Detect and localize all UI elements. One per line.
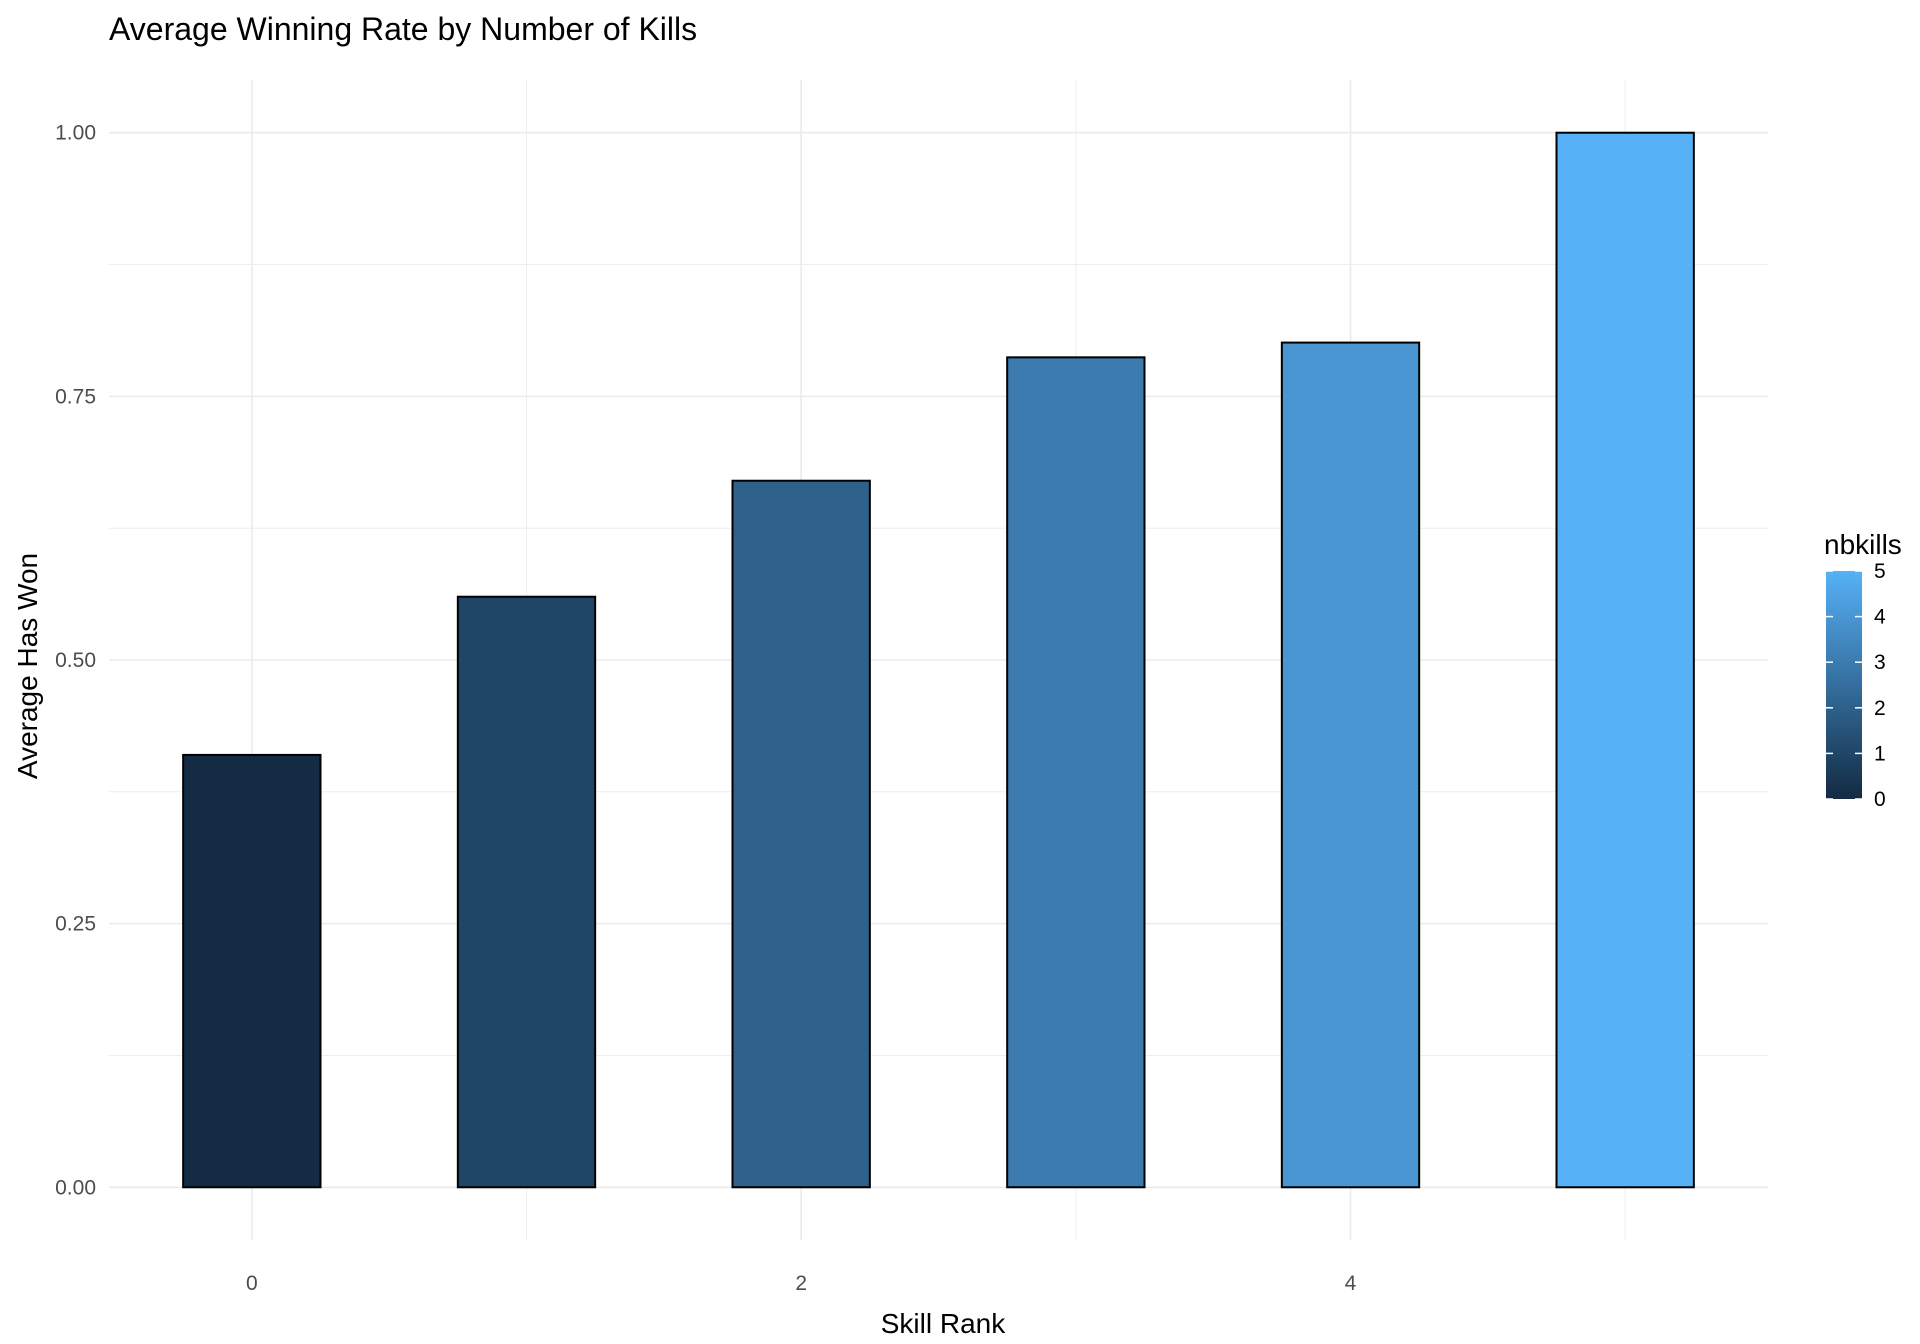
bar — [1006, 356, 1146, 1189]
y-axis-title: Average Has Won — [12, 553, 43, 779]
bars — [182, 131, 1695, 1189]
x-tick-label: 0 — [246, 1272, 258, 1295]
grid — [109, 80, 1768, 1240]
y-tick-label: 1.00 — [55, 122, 96, 145]
legend-title: nbkills — [1824, 529, 1902, 560]
x-tick-label: 4 — [1345, 1272, 1357, 1295]
legend-tick-label: 2 — [1874, 697, 1886, 720]
bar — [456, 595, 597, 1189]
y-tick-label: 0.00 — [55, 1176, 96, 1199]
bar — [731, 479, 871, 1189]
legend-ticks: 0 1 2 3 4 5 — [1826, 560, 1886, 811]
chart-title: Average Winning Rate by Number of Kills — [109, 11, 697, 47]
y-tick-label: 0.25 — [55, 913, 96, 936]
legend-colorbar — [1826, 571, 1862, 799]
legend-tick-label: 5 — [1874, 560, 1886, 583]
bar — [1280, 341, 1421, 1189]
bar — [182, 753, 322, 1189]
legend-tick-label: 3 — [1874, 651, 1886, 674]
x-tick-label: 2 — [795, 1272, 807, 1295]
legend-tick-label: 1 — [1874, 742, 1886, 765]
x-axis-title: Skill Rank — [881, 1308, 1006, 1339]
y-tick-label: 0.75 — [55, 385, 96, 408]
legend-tick-label: 0 — [1874, 788, 1886, 811]
y-tick-label: 0.50 — [55, 649, 96, 672]
bar — [1555, 131, 1695, 1189]
color-legend: nbkills 0 1 2 3 4 5 — [1824, 529, 1902, 811]
legend-tick-label: 4 — [1874, 606, 1886, 629]
axes: 0.00 0.25 0.50 0.75 1.00 0 2 4 — [55, 122, 1357, 1295]
